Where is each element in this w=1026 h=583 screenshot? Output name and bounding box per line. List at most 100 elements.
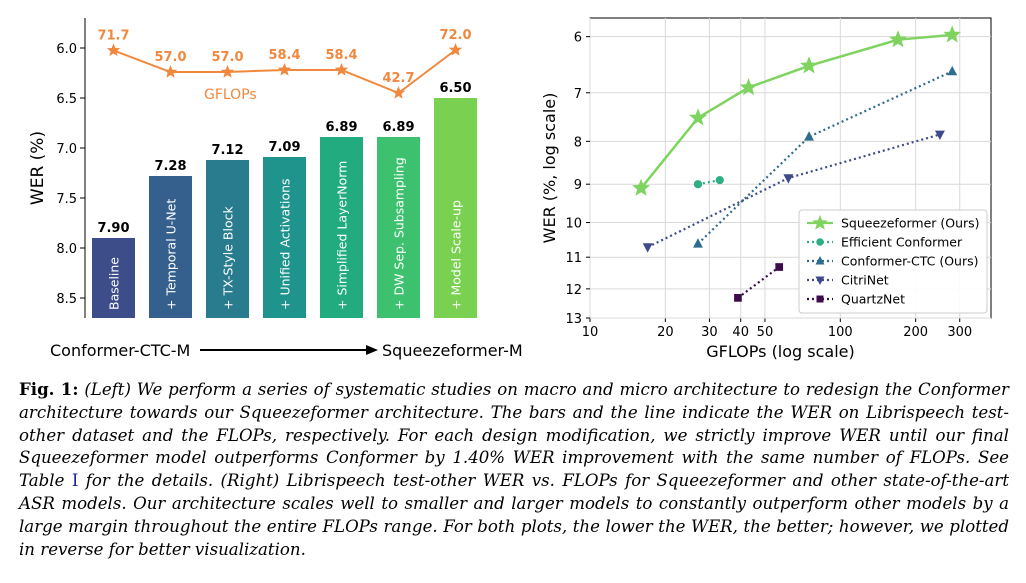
legend-marker-3 <box>815 276 825 285</box>
bar-5 <box>377 137 420 318</box>
x-tick-label-0: 10 <box>582 325 599 340</box>
bar-value-label-3: 7.09 <box>268 140 300 155</box>
y-tick-label-1: 7 <box>574 87 582 102</box>
series-0-point-4 <box>889 30 907 48</box>
bar-1 <box>149 176 192 318</box>
bar-value-label-5: 6.89 <box>382 120 414 135</box>
bar-category-label-5: + DW Sep. Subsampling <box>392 157 407 310</box>
gflops-value-label-1: 57.0 <box>154 50 186 65</box>
gflops-value-label-5: 42.7 <box>382 71 414 86</box>
series-1 <box>693 176 724 189</box>
gflops-value-label-4: 58.4 <box>325 48 357 63</box>
y-tick-label-3: 9 <box>574 178 582 193</box>
x-tick-label-6: 200 <box>903 325 928 340</box>
gflops-point-0 <box>106 43 121 57</box>
y-tick-label-5: 11 <box>565 251 582 266</box>
gflops-point-4 <box>334 63 349 76</box>
left-y-tick-label-4: 8.0 <box>56 242 77 257</box>
legend-marker-4 <box>816 295 824 303</box>
legend-box <box>798 209 988 314</box>
x-tick-label-3: 40 <box>732 325 749 340</box>
bar-value-label-1: 7.28 <box>154 159 186 174</box>
legend-label-1: Efficient Conformer <box>841 235 963 250</box>
gflops-value-label-2: 57.0 <box>211 50 243 65</box>
series-0-point-0 <box>632 178 651 196</box>
left-y-tick-label-0: 6.0 <box>56 42 77 57</box>
bar-6 <box>434 98 477 318</box>
figure-caption: Fig. 1: (Left) We perform a series of sy… <box>19 378 1009 561</box>
gflops-value-label-0: 71.7 <box>97 28 129 43</box>
gflops-point-1 <box>163 65 178 78</box>
gflops-line-label: GFLOPs <box>204 87 257 103</box>
right-y-axis-title: WER (%, log scale) <box>540 93 559 244</box>
bar-category-label-3: + Unified Activations <box>278 178 293 310</box>
series-4-point-0 <box>734 294 742 302</box>
right-scaling-chart: 10 20 30 40 50 100 200 300 6 7 8 9 10 11 12 13 GFLOPs (l… <box>540 17 992 361</box>
series-0 <box>632 25 962 196</box>
series-3-point-0 <box>642 243 653 253</box>
bar-4 <box>320 137 363 318</box>
caption-text-2: for the details. (Right) Librispeech tes… <box>19 471 1009 559</box>
gflops-point-2 <box>220 65 235 78</box>
series-line-2 <box>697 70 953 245</box>
series-3-point-1 <box>783 174 794 184</box>
bar-category-label-0: Baseline <box>107 257 122 310</box>
caption-label: Fig. 1: <box>19 379 79 399</box>
gflops-value-label-6: 72.0 <box>439 28 471 43</box>
left-bar-chart: 6.0 6.5 7.0 7.5 8.0 8.5 WER (%) 7.90 Baseline 7.2… <box>28 18 523 360</box>
series-line-4 <box>737 266 780 299</box>
left-y-tick-label-5: 8.5 <box>56 292 77 307</box>
series-2-point-2 <box>947 65 958 76</box>
y-tick-label-7: 13 <box>565 312 582 327</box>
legend-marker-1 <box>816 238 824 246</box>
caption-text-1: (Left) We perform a series of systematic… <box>19 380 1009 491</box>
x-tick-label-1: 20 <box>657 325 674 340</box>
series-0-point-1 <box>689 108 707 126</box>
bar-category-label-1: + Temporal U-Net <box>164 199 179 310</box>
gflops-point-6 <box>448 43 463 56</box>
bar-category-label-6: + Model Scale-up <box>449 200 464 310</box>
series-3 <box>642 130 945 253</box>
caption-table-ref[interactable]: I <box>71 471 79 491</box>
bar-2 <box>206 160 249 318</box>
series-1-point-1 <box>715 176 724 185</box>
left-y-tick-label-1: 6.5 <box>56 92 77 107</box>
series-3-point-2 <box>934 130 945 140</box>
legend-label-0: Squeezeformer (Ours) <box>841 216 980 231</box>
series-0-point-3 <box>800 56 818 74</box>
progression-arrow-head <box>366 345 378 355</box>
legend-label-3: CitriNet <box>841 273 889 288</box>
series-line-1 <box>697 179 720 186</box>
left-y-axis-title: WER (%) <box>28 131 48 205</box>
bar-value-label-4: 6.89 <box>325 120 357 135</box>
series-2-point-1 <box>804 131 814 141</box>
x-tick-label-2: 30 <box>701 325 718 340</box>
x-tick-label-4: 50 <box>757 325 774 340</box>
series-4 <box>734 263 784 302</box>
series-2-point-0 <box>693 238 703 248</box>
progression-start-label: Conformer-CTC-M <box>50 341 190 360</box>
right-x-axis-title: GFLOPs (log scale) <box>706 342 855 361</box>
left-y-tick-label-3: 7.5 <box>56 192 77 207</box>
bar-category-label-4: + Simplified LayerNorm <box>335 161 350 310</box>
progression-end-label: Squeezeformer-M <box>382 341 523 360</box>
legend-marker-2 <box>815 256 825 265</box>
series-4-point-1 <box>775 263 784 271</box>
y-tick-label-6: 12 <box>565 283 582 298</box>
bar-0 <box>92 238 135 318</box>
legend-label-4: QuartzNet <box>841 292 905 307</box>
series-2 <box>693 65 958 248</box>
x-tick-label-7: 300 <box>947 325 972 340</box>
bar-value-label-6: 6.50 <box>439 81 471 96</box>
gflops-point-5 <box>391 86 406 99</box>
y-tick-label-4: 10 <box>565 217 582 232</box>
y-tick-label-0: 6 <box>574 31 582 46</box>
x-tick-label-5: 100 <box>828 325 853 340</box>
series-line-0 <box>640 33 953 190</box>
legend-marker-0 <box>812 214 828 230</box>
y-tick-label-2: 8 <box>574 135 582 150</box>
left-y-tick-label-2: 7.0 <box>56 142 77 157</box>
gflops-point-3 <box>277 63 292 76</box>
bar-3 <box>263 157 306 318</box>
bar-value-label-0: 7.90 <box>97 221 129 236</box>
